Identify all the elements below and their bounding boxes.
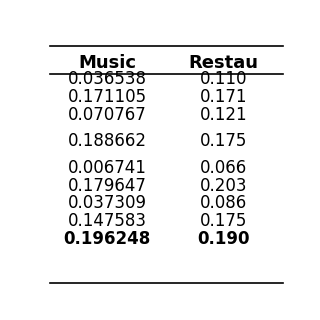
Text: 0.196248: 0.196248 xyxy=(63,230,151,248)
Text: 0.037309: 0.037309 xyxy=(68,194,147,212)
Text: 0.179647: 0.179647 xyxy=(68,177,146,195)
Text: 0.190: 0.190 xyxy=(197,230,250,248)
Text: 0.171: 0.171 xyxy=(200,88,247,106)
Text: 0.175: 0.175 xyxy=(200,212,247,230)
Text: 0.121: 0.121 xyxy=(200,106,247,124)
Text: 0.171105: 0.171105 xyxy=(68,88,147,106)
Text: 0.110: 0.110 xyxy=(200,70,247,88)
Text: 0.147583: 0.147583 xyxy=(68,212,147,230)
Text: 0.070767: 0.070767 xyxy=(68,106,146,124)
Text: 0.006741: 0.006741 xyxy=(68,159,146,177)
Text: 0.066: 0.066 xyxy=(200,159,247,177)
Text: Music: Music xyxy=(78,54,136,72)
Text: 0.203: 0.203 xyxy=(200,177,247,195)
Text: 0.188662: 0.188662 xyxy=(68,132,147,150)
Text: 0.036538: 0.036538 xyxy=(68,70,147,88)
Text: 0.086: 0.086 xyxy=(200,194,247,212)
Text: 0.175: 0.175 xyxy=(200,132,247,150)
Text: Restau: Restau xyxy=(188,54,259,72)
